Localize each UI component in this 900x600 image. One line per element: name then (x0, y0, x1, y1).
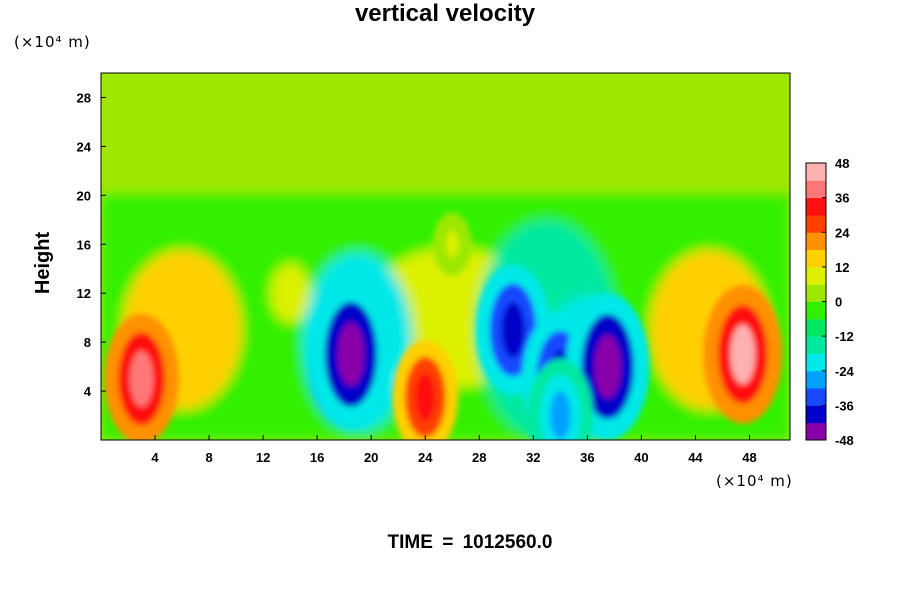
feature-core-3 (501, 302, 525, 358)
x-tick-label-5: 24 (418, 450, 433, 465)
colorbar-segment-4 (806, 353, 826, 372)
x-tick-label-0: 4 (151, 450, 159, 465)
colorbar-segment-5 (806, 336, 826, 354)
colorbar-segment-2 (806, 388, 826, 406)
chart-title: vertical velocity (354, 0, 536, 27)
colorbar-segment-13 (806, 197, 826, 216)
x-tick-label-1: 8 (205, 450, 212, 465)
y-tick-label-3: 16 (77, 237, 91, 252)
x-tick-label-3: 16 (310, 450, 324, 465)
feature-core-0 (129, 350, 154, 407)
colorbar-segment-8 (806, 284, 826, 302)
x-tick-label-6: 28 (472, 450, 486, 465)
plot-area (101, 73, 790, 440)
colorbar-segment-11 (806, 232, 826, 251)
colorbar-segment-12 (806, 214, 826, 233)
x-tick-label-9: 40 (634, 450, 648, 465)
colorbar-label-2: 24 (835, 225, 850, 240)
y-tick-label-6: 28 (77, 90, 91, 105)
colorbar-label-0: 48 (835, 156, 849, 171)
x-tick-label-10: 44 (688, 450, 703, 465)
colorbar-label-1: 36 (835, 191, 849, 206)
feature-core-2 (414, 372, 436, 422)
y-tick-label-5: 24 (77, 139, 92, 154)
colorbar-segment-15 (806, 163, 826, 181)
feature-core-7 (550, 391, 571, 440)
field-region-7 (270, 263, 311, 324)
colorbar-label-8: -48 (835, 433, 854, 448)
x-tick-label-4: 20 (364, 450, 378, 465)
feature-core-5 (594, 335, 621, 399)
colorbar-label-6: -24 (835, 364, 855, 379)
colorbar-segment-9 (806, 266, 826, 285)
x-tick-label-8: 36 (580, 450, 594, 465)
x-tick-label-11: 48 (742, 450, 756, 465)
time-label: TIME (387, 532, 433, 553)
y-tick-label-1: 8 (84, 335, 91, 350)
x-axis-ticks: 4 8 12 16 20 24 28 32 36 40 44 48 (151, 435, 757, 465)
colorbar-segment-7 (806, 301, 826, 320)
colorbar-segment-1 (806, 405, 826, 424)
colorbar: 48 36 24 12 0 -12 -24 -36 -48 (805, 156, 855, 448)
colorbar-label-4: 0 (835, 295, 842, 310)
y-tick-label-2: 12 (77, 286, 91, 301)
feature-layer (104, 212, 783, 440)
x-tick-label-7: 32 (526, 450, 540, 465)
feature-core-1 (337, 322, 364, 386)
time-value: 1012560.0 (462, 532, 553, 553)
colorbar-segment-14 (806, 180, 826, 199)
y-axis-unit: (×10⁴ m) (14, 33, 91, 51)
colorbar-segment-10 (806, 249, 826, 268)
colorbar-segment-0 (806, 422, 826, 441)
feature-core-8 (446, 230, 459, 258)
y-axis-ticks: 4 8 12 16 20 24 28 (77, 90, 106, 399)
time-readout: TIME = 1012560.0 (0, 532, 900, 554)
y-tick-label-4: 20 (77, 188, 91, 203)
colorbar-label-3: 12 (835, 260, 849, 275)
colorbar-segment-3 (806, 370, 826, 389)
time-equals: = (442, 532, 454, 553)
plot-frame (100, 72, 791, 441)
colorbar-label-7: -36 (835, 398, 854, 413)
x-tick-label-2: 12 (256, 450, 270, 465)
y-tick-label-0: 4 (84, 384, 92, 399)
colorbar-segment-6 (806, 318, 826, 337)
feature-core-6 (730, 324, 756, 385)
colorbar-label-5: -12 (835, 329, 854, 344)
x-axis-unit: (×10⁴ m) (716, 472, 793, 490)
